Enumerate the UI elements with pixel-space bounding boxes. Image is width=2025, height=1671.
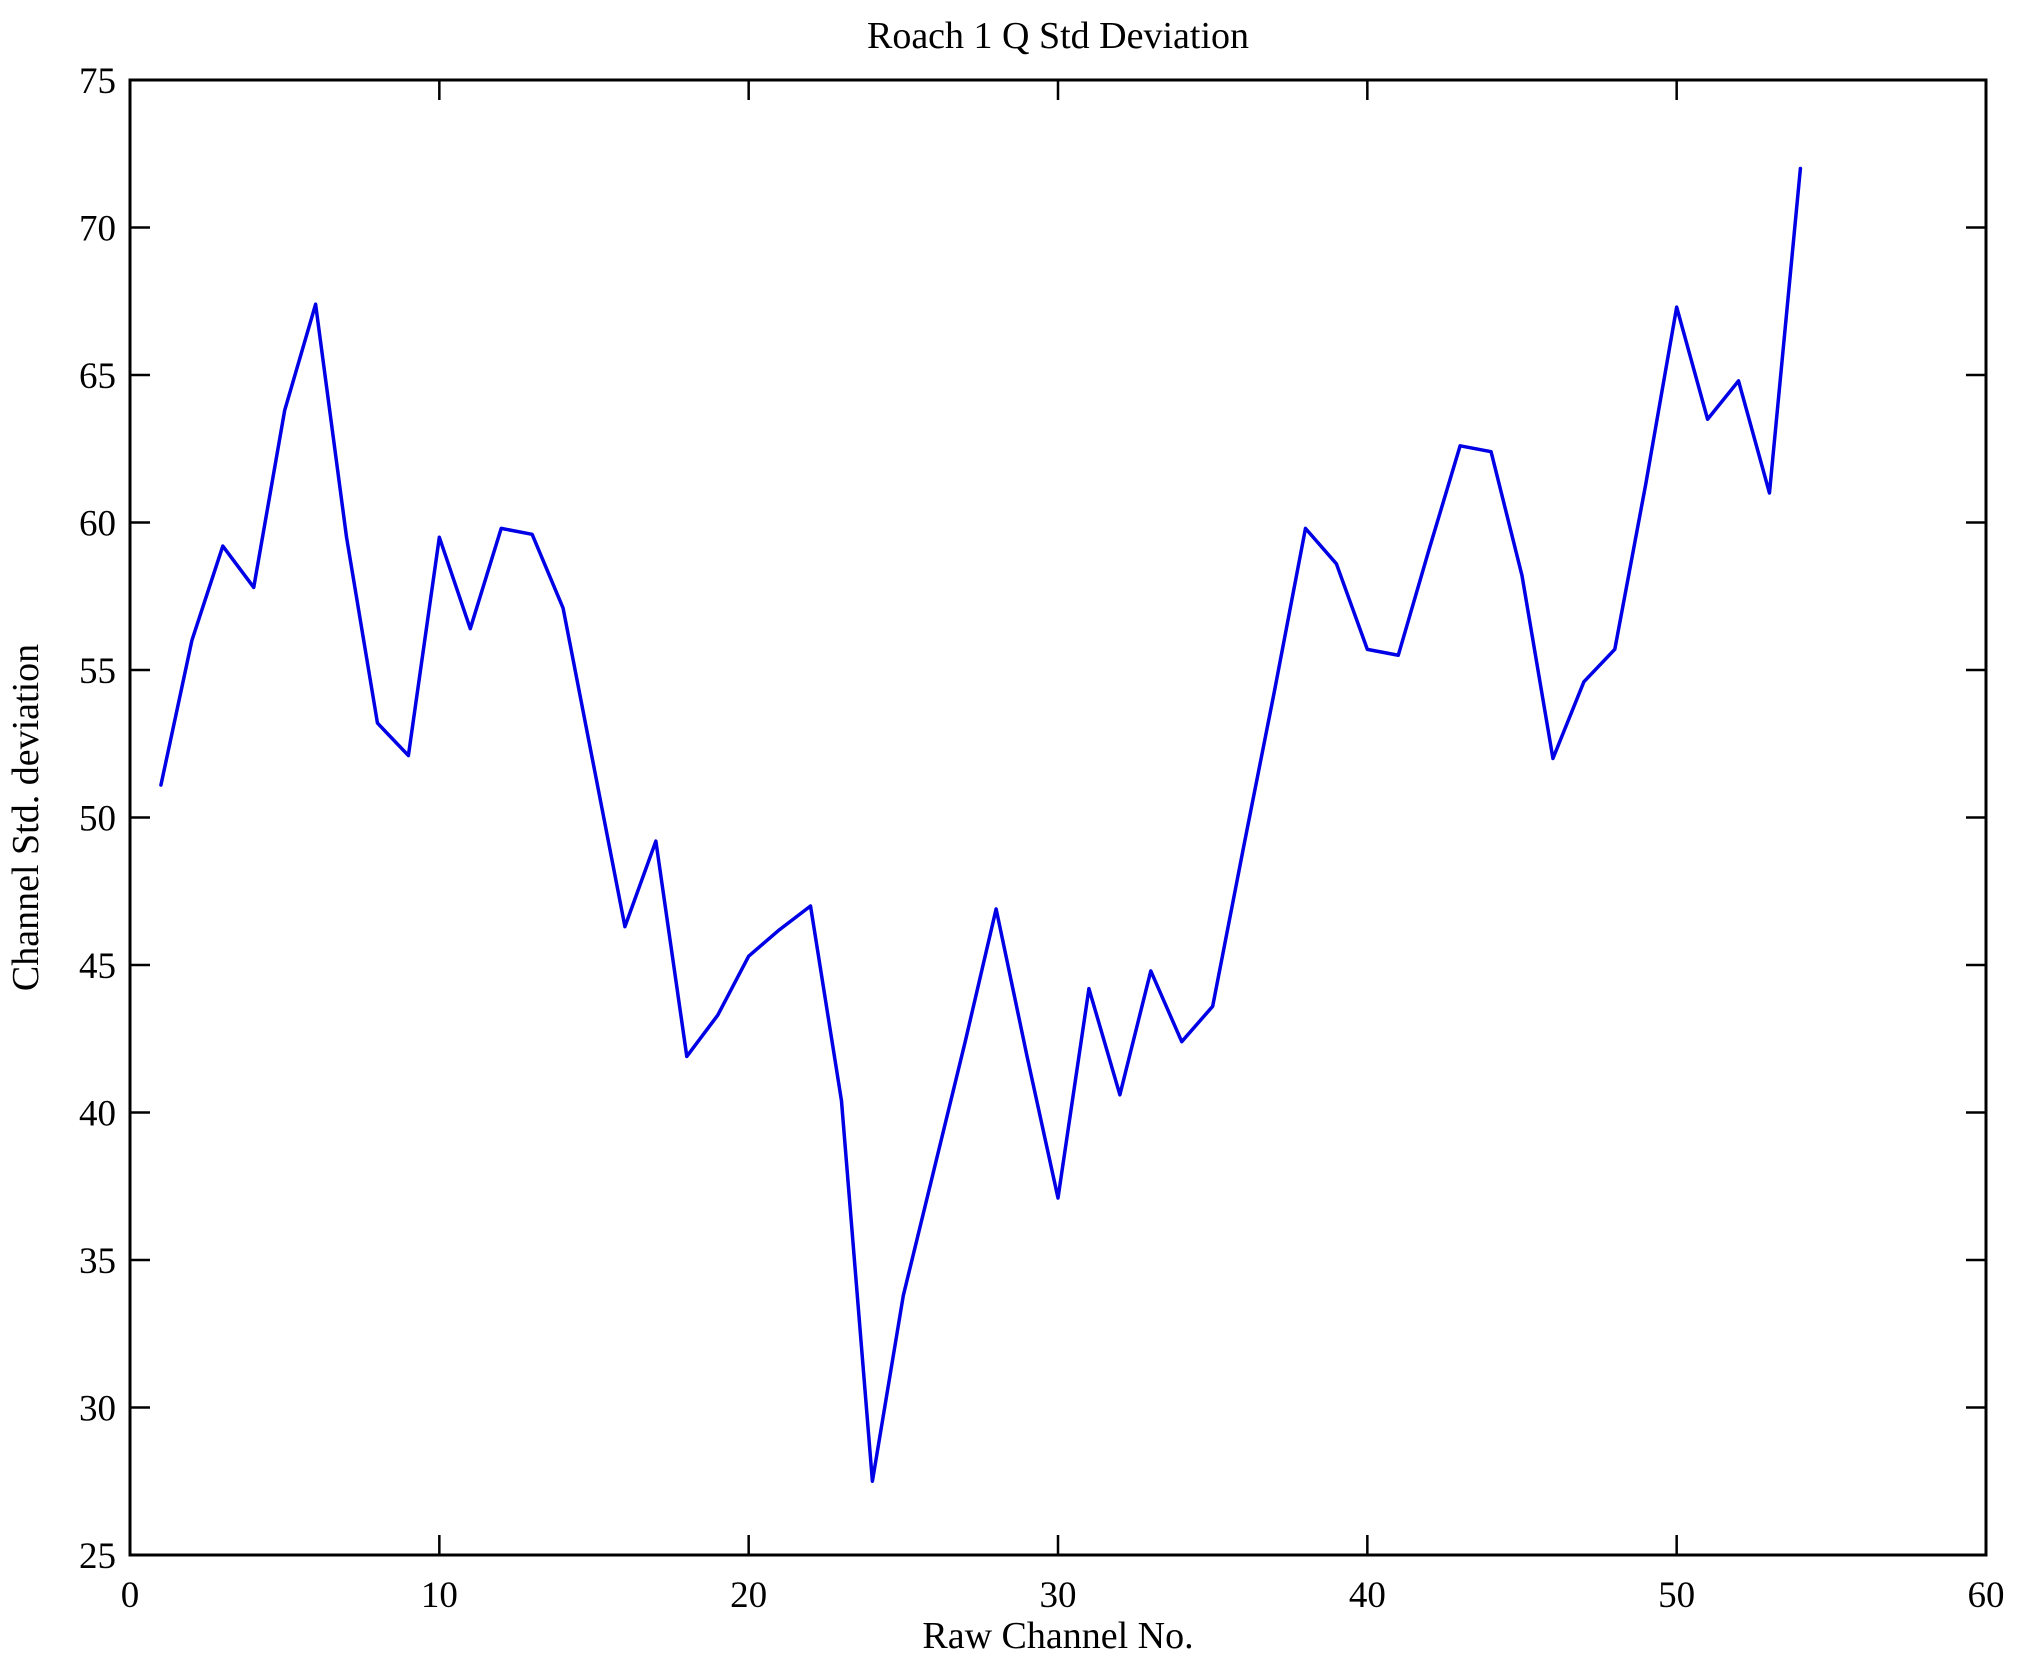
y-tick-label: 25 xyxy=(79,1536,116,1577)
y-tick-label: 50 xyxy=(79,799,116,840)
y-tick-label: 55 xyxy=(79,651,116,692)
y-tick-labels: 25 30 35 40 45 50 55 60 65 70 75 xyxy=(79,61,116,1577)
y-tick-label: 30 xyxy=(79,1389,116,1430)
y-axis-label: Channel Std. deviation xyxy=(5,644,47,991)
chart-title: Roach 1 Q Std Deviation xyxy=(867,15,1249,57)
y-tick-label: 40 xyxy=(79,1094,116,1135)
y-tick-label: 35 xyxy=(79,1241,116,1282)
y-tick-label: 75 xyxy=(79,61,116,102)
x-tick-labels: 0 10 20 30 40 50 60 xyxy=(121,1575,2005,1616)
axis-ticks xyxy=(128,78,1988,1557)
x-tick-label: 20 xyxy=(730,1575,767,1616)
y-tick-label: 65 xyxy=(79,356,116,397)
x-tick-label: 40 xyxy=(1349,1575,1386,1616)
y-tick-label: 60 xyxy=(79,504,116,545)
data-line xyxy=(159,166,1803,1483)
x-tick-label: 0 xyxy=(121,1575,140,1616)
y-tick-label: 45 xyxy=(79,946,116,987)
y-tick-label: 70 xyxy=(79,209,116,250)
x-tick-label: 60 xyxy=(1968,1575,2005,1616)
x-tick-label: 10 xyxy=(421,1575,458,1616)
plot-frame xyxy=(128,78,1988,1557)
x-tick-label: 30 xyxy=(1040,1575,1077,1616)
x-tick-label: 50 xyxy=(1658,1575,1695,1616)
x-axis-label: Raw Channel No. xyxy=(922,1615,1193,1657)
